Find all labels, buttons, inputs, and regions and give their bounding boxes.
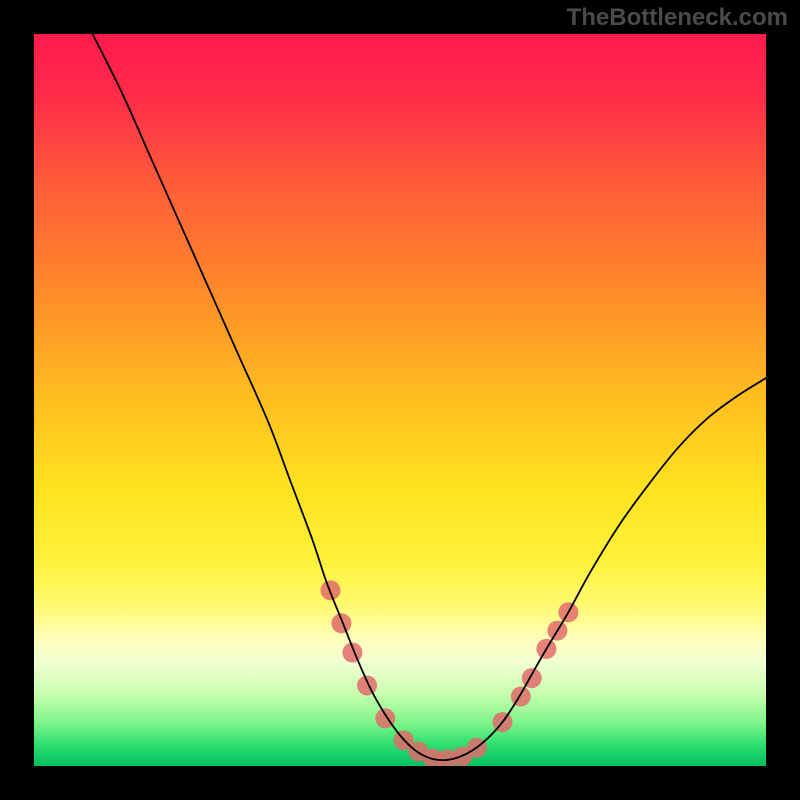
marker-dot xyxy=(511,686,531,706)
plot-area xyxy=(34,34,766,766)
chart-frame: TheBottleneck.com xyxy=(0,0,800,800)
marker-dot xyxy=(357,675,377,695)
marker-dot xyxy=(331,613,351,633)
watermark-text: TheBottleneck.com xyxy=(567,4,788,32)
plot-svg xyxy=(34,34,766,766)
